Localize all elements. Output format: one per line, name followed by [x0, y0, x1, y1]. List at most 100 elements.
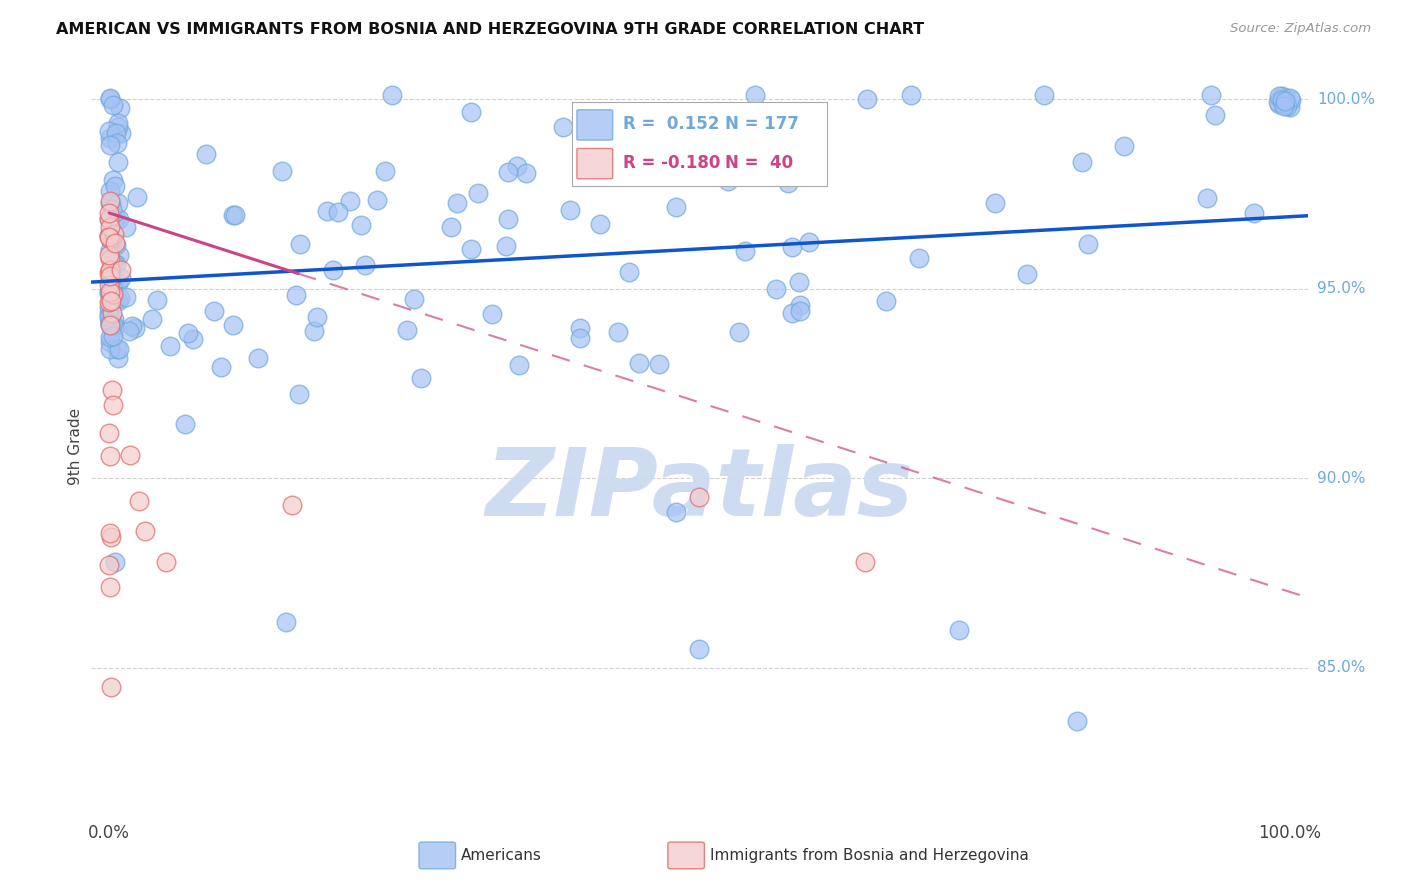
- Point: [105, 136, 128, 150]
- Point: [98, 558, 121, 572]
- Point: [105, 211, 128, 225]
- Point: [100, 232, 122, 246]
- Point: [307, 310, 329, 325]
- Text: N =  40: N = 40: [725, 153, 793, 172]
- Point: [101, 398, 124, 412]
- Point: [495, 239, 517, 253]
- Point: [107, 115, 129, 129]
- Point: [440, 220, 463, 235]
- Point: [103, 312, 125, 326]
- Text: 95.0%: 95.0%: [1317, 281, 1365, 296]
- Point: [98, 330, 121, 344]
- Text: 100.0%: 100.0%: [1317, 92, 1375, 107]
- Point: [1015, 267, 1038, 281]
- Point: [98, 194, 121, 208]
- Point: [110, 291, 132, 305]
- Point: [100, 294, 122, 309]
- Point: [789, 304, 811, 318]
- Point: [141, 312, 163, 326]
- Point: [101, 293, 124, 308]
- Point: [98, 318, 121, 332]
- Point: [381, 88, 404, 103]
- Point: [115, 290, 138, 304]
- Point: [194, 147, 217, 161]
- Point: [1114, 139, 1136, 153]
- Point: [98, 124, 121, 138]
- Text: ZIPatlas: ZIPatlas: [485, 444, 914, 536]
- Point: [110, 271, 132, 285]
- Point: [460, 242, 482, 256]
- Point: [222, 208, 245, 222]
- Point: [1243, 206, 1265, 220]
- Point: [617, 265, 640, 279]
- Point: [110, 262, 132, 277]
- Point: [607, 325, 630, 339]
- Point: [460, 105, 482, 120]
- Point: [101, 280, 124, 294]
- Point: [689, 641, 711, 656]
- Point: [1271, 95, 1294, 110]
- Point: [103, 173, 125, 187]
- Point: [98, 283, 121, 297]
- Point: [98, 306, 121, 320]
- Point: [134, 524, 156, 539]
- Point: [224, 208, 246, 222]
- Point: [101, 277, 124, 292]
- Point: [108, 102, 131, 116]
- Point: [366, 193, 388, 207]
- Point: [98, 300, 121, 314]
- Point: [515, 166, 537, 180]
- Point: [1268, 96, 1291, 111]
- Point: [409, 370, 432, 384]
- Point: [1077, 237, 1099, 252]
- Point: [98, 313, 121, 327]
- Point: [103, 227, 125, 242]
- Point: [1267, 95, 1289, 109]
- FancyBboxPatch shape: [576, 110, 613, 140]
- Point: [1274, 96, 1296, 111]
- Point: [98, 334, 121, 349]
- Point: [1197, 191, 1219, 205]
- Point: [98, 227, 121, 242]
- Point: [103, 289, 125, 303]
- Point: [1270, 93, 1292, 107]
- Point: [101, 287, 124, 301]
- Point: [780, 240, 803, 254]
- Point: [948, 623, 970, 637]
- Point: [354, 258, 377, 272]
- Point: [396, 323, 419, 337]
- Text: R = -0.180: R = -0.180: [623, 153, 720, 172]
- Point: [98, 315, 121, 329]
- Point: [98, 252, 121, 266]
- Point: [900, 88, 922, 103]
- Point: [202, 304, 225, 318]
- Point: [108, 212, 131, 227]
- Point: [101, 233, 124, 247]
- Point: [290, 237, 312, 252]
- Point: [100, 449, 122, 463]
- Point: [728, 325, 751, 339]
- Point: [553, 120, 575, 135]
- Point: [734, 244, 756, 258]
- Point: [984, 196, 1007, 211]
- Point: [98, 206, 121, 220]
- Point: [853, 555, 876, 569]
- Text: Immigrants from Bosnia and Herzegovina: Immigrants from Bosnia and Herzegovina: [710, 848, 1029, 863]
- Point: [98, 277, 121, 291]
- Point: [374, 164, 396, 178]
- Text: 90.0%: 90.0%: [1317, 471, 1365, 486]
- Point: [1275, 98, 1298, 112]
- Point: [98, 268, 121, 283]
- Point: [101, 329, 124, 343]
- Point: [665, 200, 688, 214]
- Point: [1066, 714, 1088, 728]
- Point: [789, 298, 811, 312]
- Point: [1274, 95, 1296, 110]
- Point: [105, 256, 128, 270]
- Point: [285, 287, 308, 301]
- Text: Source: ZipAtlas.com: Source: ZipAtlas.com: [1230, 22, 1371, 36]
- Point: [1070, 154, 1092, 169]
- Point: [98, 525, 121, 540]
- Point: [98, 248, 121, 262]
- Point: [1268, 92, 1291, 106]
